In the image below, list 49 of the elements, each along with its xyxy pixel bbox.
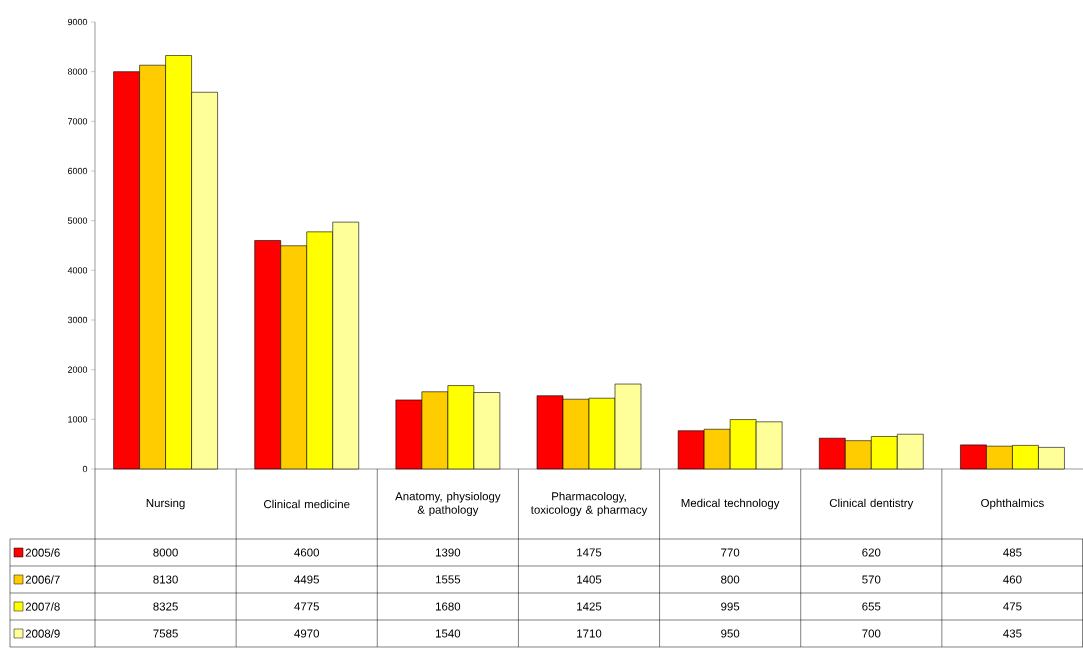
x-tick-label: Pharmacology, toxicology & pharmacy — [530, 491, 648, 517]
y-tick-label: 2000 — [67, 366, 88, 373]
data-label: 570 — [862, 575, 881, 584]
legend-label: 2008/9 — [25, 629, 60, 638]
x-tick-label: Nursing — [146, 498, 185, 510]
data-label: 655 — [862, 602, 881, 611]
data-label: 485 — [1003, 548, 1022, 557]
data-label: 8325 — [153, 602, 178, 611]
x-tick-label: Anatomy, physiology & pathology — [395, 491, 501, 517]
data-label: 460 — [1003, 575, 1022, 584]
x-tick-label: Medical technology — [681, 498, 780, 510]
y-tick-label: 3000 — [67, 316, 88, 324]
y-tick-label: 0 — [82, 465, 88, 473]
data-label: 4495 — [294, 575, 319, 584]
data-label: 8130 — [153, 575, 178, 584]
y-tick-label: 4000 — [67, 267, 88, 274]
data-label: 4600 — [294, 548, 320, 557]
data-label: 4970 — [294, 629, 320, 638]
data-label: 7585 — [153, 629, 178, 638]
data-label: 4775 — [294, 602, 319, 611]
data-label: 1425 — [577, 602, 602, 611]
data-label: 770 — [721, 548, 740, 557]
y-tick-label: 7000 — [67, 118, 88, 125]
data-label: 800 — [721, 575, 740, 584]
data-label: 950 — [721, 629, 740, 638]
data-label: 8000 — [153, 548, 178, 557]
x-tick-label: Clinical dentistry — [829, 498, 914, 510]
data-label: 475 — [1003, 602, 1022, 611]
y-tick-label: 1000 — [68, 416, 88, 423]
data-label: 1475 — [577, 548, 602, 557]
x-tick-label: Ophthalmics — [981, 498, 1044, 510]
legend-label: 2007/8 — [25, 602, 60, 611]
x-tick-label: Clinical medicine — [264, 499, 350, 509]
data-label: 1405 — [577, 575, 602, 584]
data-label: 1555 — [435, 575, 461, 584]
legend-label: 2006/7 — [25, 575, 60, 584]
y-tick-label: 9000 — [67, 18, 88, 26]
y-tick-label: 6000 — [67, 167, 88, 175]
data-label: 1540 — [435, 629, 461, 638]
data-label: 620 — [862, 548, 881, 557]
legend-label: 2005/6 — [25, 548, 60, 557]
y-tick-label: 8000 — [67, 68, 88, 75]
data-label: 1680 — [435, 602, 461, 611]
data-label: 1710 — [577, 629, 602, 638]
y-tick-label: 5000 — [67, 217, 88, 224]
data-label: 700 — [862, 629, 881, 638]
data-label: 1390 — [435, 548, 461, 557]
data-label: 435 — [1003, 629, 1022, 638]
data-label: 995 — [721, 602, 740, 611]
